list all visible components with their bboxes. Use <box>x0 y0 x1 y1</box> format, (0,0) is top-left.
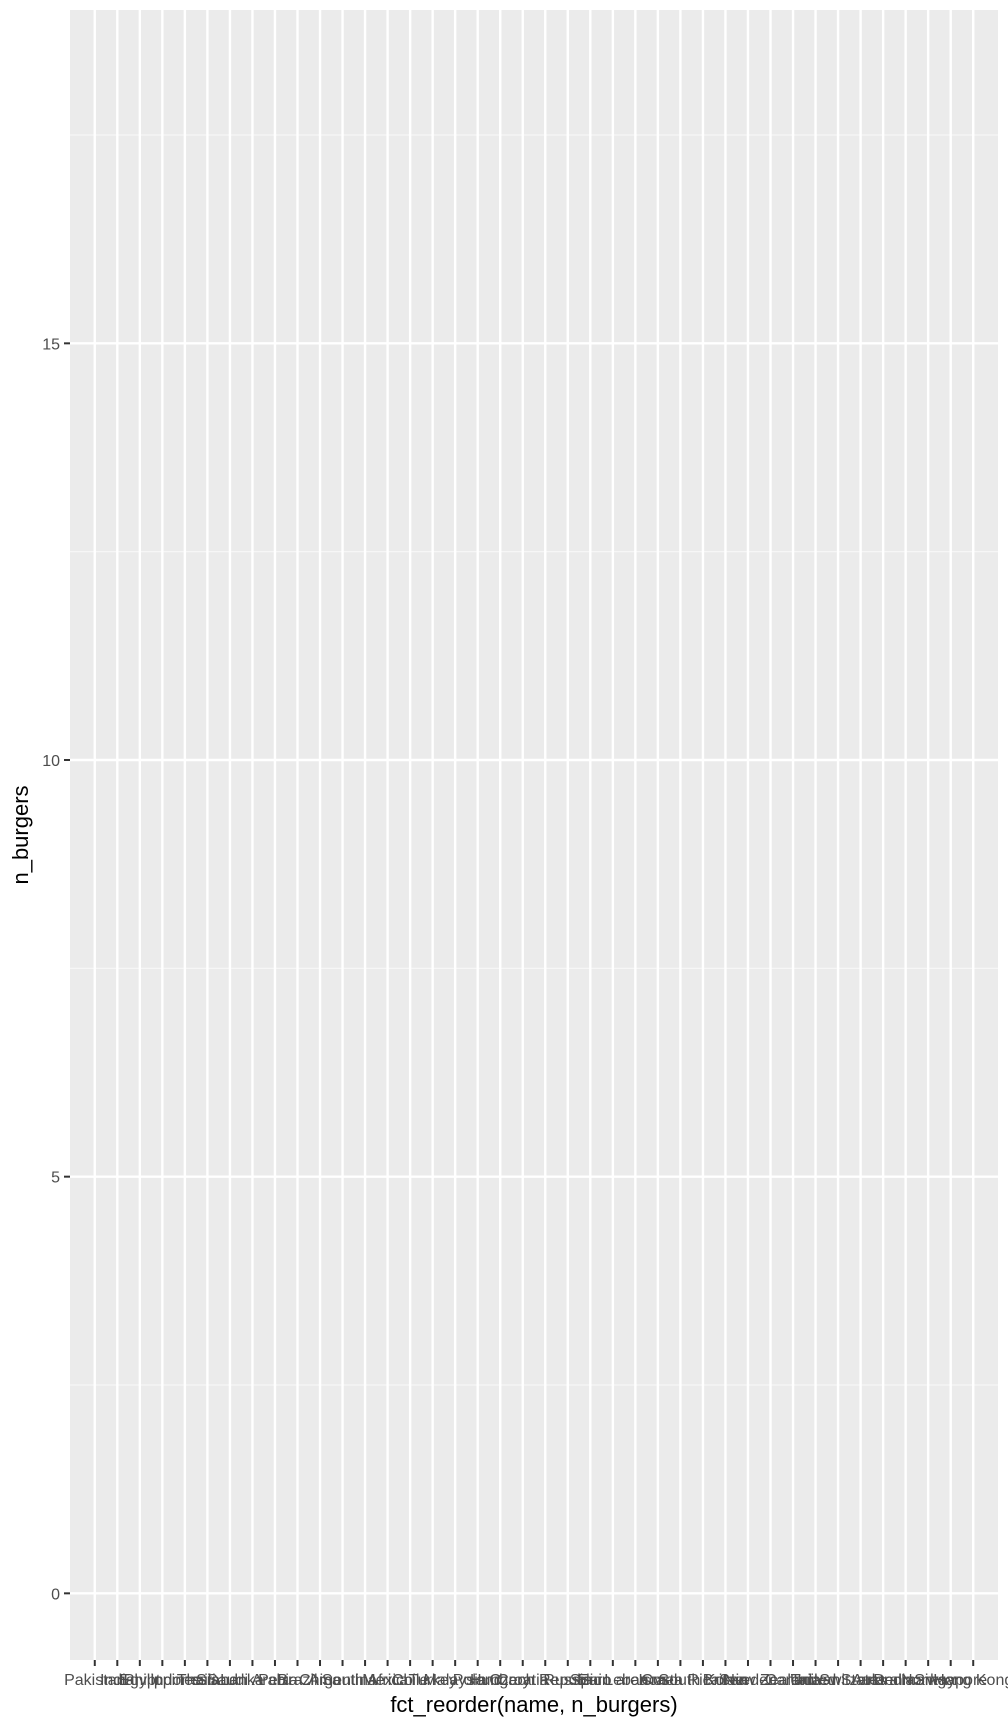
x-tick-label: Russia <box>543 1672 592 1689</box>
x-tick-label: Britain <box>703 1672 748 1689</box>
x-tick-label: Thailand <box>177 1672 238 1689</box>
x-tick-label: Canada <box>765 1672 821 1689</box>
x-tick-label: Taiwan <box>791 1672 841 1689</box>
x-tick-label: Norway <box>901 1672 955 1689</box>
x-axis: PakistanIndiaEgyptPhilippinesIndonesiaTh… <box>64 1660 1008 1689</box>
x-tick-label: Malaysia <box>424 1672 487 1689</box>
y-tick-label: 10 <box>42 753 60 770</box>
x-tick-label: Egypt <box>119 1672 160 1689</box>
x-tick-label: Chile <box>392 1672 429 1689</box>
x-tick-label: Peru <box>258 1672 292 1689</box>
y-axis: 0 5 10 15 <box>42 336 70 1603</box>
x-tick-label: South Korea <box>658 1672 747 1689</box>
x-tick-label: Mexico <box>362 1672 413 1689</box>
plot-panel <box>70 10 998 1660</box>
x-tick-label: South Africa <box>322 1672 408 1689</box>
y-axis-title: n_burgers <box>8 785 33 884</box>
x-tick-label: Denmark <box>873 1672 939 1689</box>
x-tick-label: Indonesia <box>150 1672 219 1689</box>
x-tick-label: Costa Rica <box>641 1672 719 1689</box>
x-tick-label: Philippines <box>124 1672 201 1689</box>
x-tick-label: Israel <box>638 1672 677 1689</box>
y-tick-label: 15 <box>42 336 60 353</box>
x-tick-label: India <box>100 1672 135 1689</box>
x-tick-label: New Zealand <box>723 1672 817 1689</box>
x-tick-label: Turkey <box>408 1672 456 1689</box>
x-tick-label: Lebanon <box>604 1672 666 1689</box>
minor-gridlines <box>70 134 998 1386</box>
x-tick-label: Euro area <box>578 1672 648 1689</box>
x-tick-label: China <box>299 1672 341 1689</box>
x-tick-label: Sri Lanka <box>196 1672 264 1689</box>
x-axis-title: fct_reorder(name, n_burgers) <box>390 1692 677 1717</box>
x-tick-label: Argentina <box>308 1672 377 1689</box>
x-tick-label: Brazil <box>277 1672 317 1689</box>
x-tick-label: Poland <box>453 1672 503 1689</box>
y-tick-label: 5 <box>51 1170 60 1187</box>
x-tick-label: Pakistan <box>64 1672 125 1689</box>
x-tick-label: Croatia <box>497 1672 549 1689</box>
x-tick-label: Hong Kong <box>933 1672 1008 1689</box>
x-tick-label: Hungary <box>470 1672 530 1689</box>
x-tick-label: Saudi Arabia <box>207 1672 298 1689</box>
x-tick-label: Czech Republic <box>489 1672 601 1689</box>
x-tick-label: Australia <box>852 1672 914 1689</box>
x-tick-label: Singapore <box>914 1672 987 1689</box>
x-tick-label: Switzerland <box>819 1672 902 1689</box>
major-gridlines <box>70 10 998 1660</box>
y-tick-label: 0 <box>51 1586 60 1603</box>
x-tick-label: United States <box>790 1672 886 1689</box>
x-tick-label: Sweden <box>719 1672 777 1689</box>
x-tick-label: Spain <box>570 1672 611 1689</box>
